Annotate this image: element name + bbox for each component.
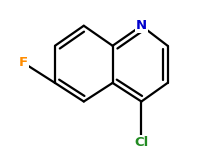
Text: F: F bbox=[19, 56, 28, 69]
Text: N: N bbox=[136, 19, 147, 32]
Text: Cl: Cl bbox=[134, 136, 148, 149]
